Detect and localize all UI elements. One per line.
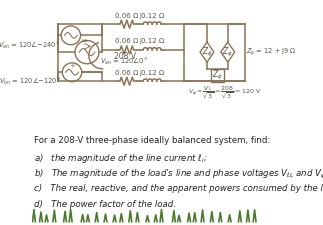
Text: 0.06 Ω: 0.06 Ω [115,38,139,44]
Text: $Z_p$ = 12 + j9 Ω: $Z_p$ = 12 + j9 Ω [246,46,297,58]
Text: j0.12 Ω: j0.12 Ω [140,38,165,44]
Text: +: + [69,63,75,69]
Text: 0.06 Ω: 0.06 Ω [115,70,139,76]
Text: $Z_\phi$: $Z_\phi$ [202,46,213,59]
Text: $V_{bn}$ = 120∠−120°: $V_{bn}$ = 120∠−120° [0,76,61,88]
Text: b)   The magnitude of the load's line and phase voltages $V_{\ell L}$ and $V_{\p: b) The magnitude of the load's line and … [34,168,323,181]
Text: $V_{an}$ = 120∠−240°: $V_{an}$ = 120∠−240° [0,39,60,51]
Text: $Z_\phi$: $Z_\phi$ [212,69,223,82]
Text: 0.06 Ω: 0.06 Ω [115,13,139,19]
Text: $V_{an}$ = 120∠0°: $V_{an}$ = 120∠0° [100,56,148,67]
Text: d)   The power factor of the load.: d) The power factor of the load. [34,200,176,209]
Text: $v_a$: $v_a$ [81,37,89,45]
Text: 208 V: 208 V [114,52,136,61]
Text: j0.12 Ω: j0.12 Ω [140,70,165,76]
Text: $V_\phi = \dfrac{V_L}{\sqrt{3}} = \dfrac{208}{\sqrt{3}} = 120$ V: $V_\phi = \dfrac{V_L}{\sqrt{3}} = \dfrac… [188,85,261,100]
Text: j0.12 Ω: j0.12 Ω [140,13,165,19]
Text: For a 208-V three-phase ideally balanced system, find:: For a 208-V three-phase ideally balanced… [34,136,270,145]
Bar [211,69,224,81]
Text: $Z_\phi$: $Z_\phi$ [222,46,233,59]
Text: c)   The real, reactive, and the apparent powers consumed by the load;: c) The real, reactive, and the apparent … [34,184,323,193]
Text: a)   the magnitude of the line current $\ell_i$;: a) the magnitude of the line current $\e… [34,152,207,165]
